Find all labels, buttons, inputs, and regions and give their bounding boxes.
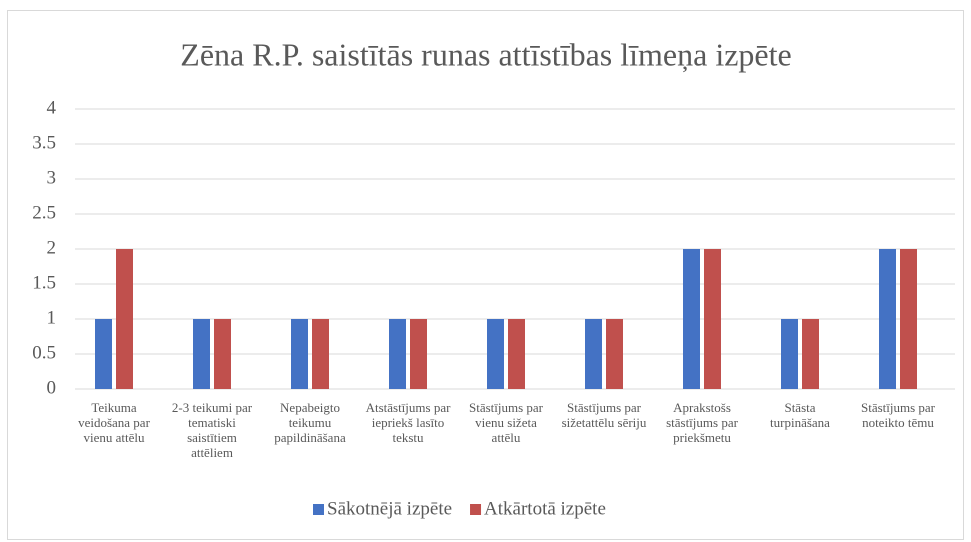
chart-border xyxy=(7,10,964,540)
bar xyxy=(900,249,917,389)
bar xyxy=(487,319,504,389)
y-tick-label: 0 xyxy=(47,377,57,398)
bar xyxy=(606,319,623,389)
x-tick-label: Aprakstošs stāstījums par priekšmetu xyxy=(666,400,738,445)
bar xyxy=(683,249,700,389)
bar xyxy=(312,319,329,389)
bar xyxy=(291,319,308,389)
x-tick-label: Nepabeigto teikumu papildināšana xyxy=(274,400,346,445)
x-tick-label: Stāsta turpināšana xyxy=(770,400,830,430)
bar xyxy=(410,319,427,389)
chart-title: Zēna R.P. saistītās runas attīstības līm… xyxy=(180,36,791,72)
bar xyxy=(193,319,210,389)
bar xyxy=(879,249,896,389)
y-tick-label: 1.5 xyxy=(32,272,56,293)
y-tick-label: 3.5 xyxy=(32,132,56,153)
y-tick-label: 4 xyxy=(47,97,57,118)
x-tick-label: 2-3 teikumi par tematiski saistītiem att… xyxy=(171,400,253,460)
y-tick-label: 2.5 xyxy=(32,202,56,223)
bar xyxy=(781,319,798,389)
bar xyxy=(214,319,231,389)
x-tick-label: Stāstījums par vienu sižeta attēlu xyxy=(468,400,544,445)
x-tick-label: Teikuma veidošana par vienu attēlu xyxy=(78,400,150,445)
bar xyxy=(585,319,602,389)
legend-swatch xyxy=(313,504,324,515)
y-tick-label: 1 xyxy=(47,307,57,328)
bar xyxy=(389,319,406,389)
bar xyxy=(116,249,133,389)
x-tick-label: Stāstījums par sižetattēlu sēriju xyxy=(561,400,647,430)
legend-label: Atkārtotā izpēte xyxy=(484,498,606,519)
y-tick-label: 2 xyxy=(47,237,57,258)
bar xyxy=(704,249,721,389)
bar xyxy=(95,319,112,389)
x-tick-label: Atstāstījums par iepriekš lasīto tekstu xyxy=(365,400,451,445)
legend-label: Sākotnējā izpēte xyxy=(327,498,452,519)
y-tick-label: 0.5 xyxy=(32,342,56,363)
bar xyxy=(802,319,819,389)
y-tick-label: 3 xyxy=(47,167,57,188)
x-tick-label: Stāstījums par noteikto tēmu xyxy=(860,400,936,430)
legend-swatch xyxy=(470,504,482,515)
bar xyxy=(508,319,525,389)
